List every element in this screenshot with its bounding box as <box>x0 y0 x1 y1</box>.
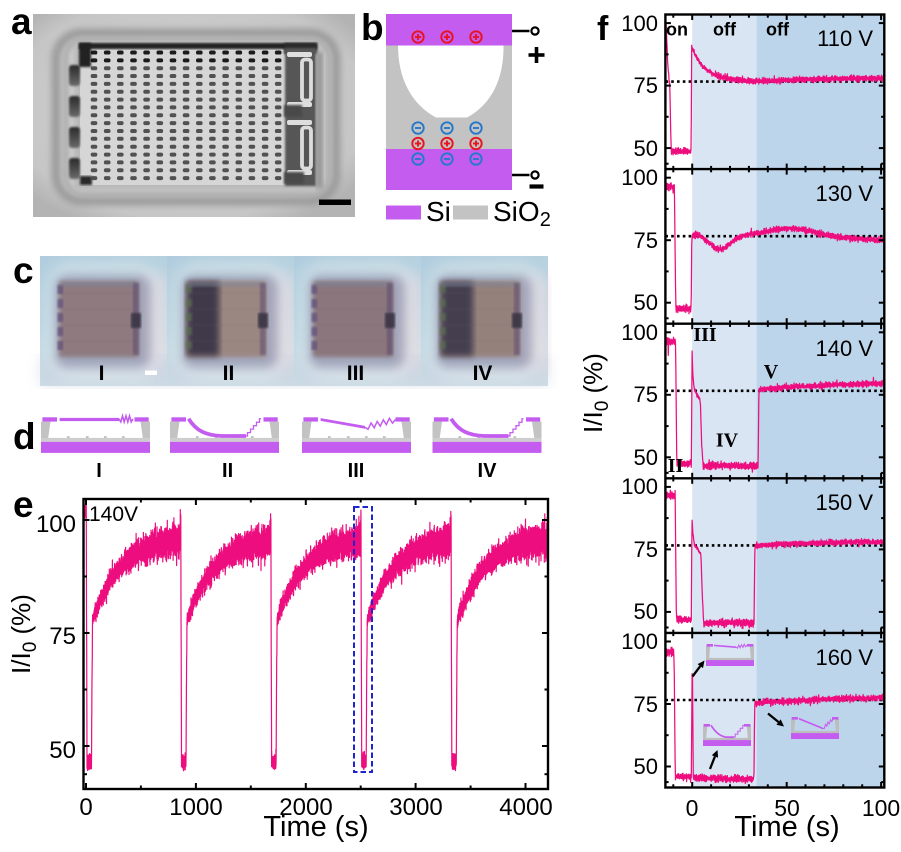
svg-text:on: on <box>666 20 688 40</box>
svg-text:IV: IV <box>478 460 498 482</box>
svg-text:I: I <box>96 460 102 482</box>
svg-text:II: II <box>222 460 233 482</box>
svg-text:110 V: 110 V <box>817 26 873 51</box>
svg-text:50: 50 <box>634 136 658 161</box>
svg-text:I: I <box>99 362 105 385</box>
svg-text:100: 100 <box>36 511 76 538</box>
svg-text:50: 50 <box>774 795 800 821</box>
svg-text:II: II <box>668 455 684 477</box>
svg-text:100: 100 <box>621 320 658 345</box>
svg-text:75: 75 <box>634 73 658 98</box>
svg-text:Si: Si <box>426 196 451 227</box>
svg-text:off: off <box>766 20 790 40</box>
svg-text:off: off <box>713 20 737 40</box>
svg-text:e: e <box>13 484 34 525</box>
svg-text:b: b <box>361 7 384 48</box>
svg-text:SiO2: SiO2 <box>493 196 551 231</box>
svg-text:50: 50 <box>49 737 76 764</box>
svg-text:III: III <box>693 324 717 346</box>
svg-text:II: II <box>223 362 235 385</box>
svg-text:160 V: 160 V <box>816 645 874 670</box>
svg-text:IV: IV <box>473 362 493 385</box>
svg-text:75: 75 <box>634 692 658 717</box>
svg-text:d: d <box>13 416 36 457</box>
svg-text:III: III <box>348 460 365 482</box>
svg-text:75: 75 <box>634 382 658 407</box>
svg-text:100: 100 <box>621 629 658 654</box>
svg-text:50: 50 <box>634 599 658 624</box>
svg-text:75: 75 <box>49 623 76 650</box>
svg-text:130 V: 130 V <box>816 181 874 206</box>
svg-text:50: 50 <box>634 445 658 470</box>
svg-text:100: 100 <box>621 165 658 190</box>
svg-text:a: a <box>11 1 32 42</box>
svg-text:100: 100 <box>621 474 658 499</box>
svg-text:f: f <box>597 10 609 48</box>
svg-text:1000: 1000 <box>169 794 222 821</box>
svg-text:4000: 4000 <box>499 794 552 821</box>
svg-text:I/I0 (%): I/I0 (%) <box>6 594 41 674</box>
svg-text:140 V: 140 V <box>816 336 874 361</box>
svg-text:50: 50 <box>634 754 658 779</box>
svg-text:2000: 2000 <box>279 794 332 821</box>
svg-text:c: c <box>13 250 34 291</box>
svg-text:Time (s): Time (s) <box>734 811 839 843</box>
svg-text:50: 50 <box>634 290 658 315</box>
svg-text:100: 100 <box>862 795 900 821</box>
svg-text:140V: 140V <box>89 503 138 526</box>
svg-text:100: 100 <box>621 11 658 36</box>
svg-text:3000: 3000 <box>389 794 442 821</box>
svg-text:Time (s): Time (s) <box>263 811 368 843</box>
svg-text:IV: IV <box>716 430 739 452</box>
svg-text:0: 0 <box>79 794 92 821</box>
svg-text:150 V: 150 V <box>816 490 874 515</box>
svg-text:V: V <box>764 361 779 383</box>
svg-text:0: 0 <box>686 795 699 821</box>
svg-text:I/I0 (%): I/I0 (%) <box>578 353 613 433</box>
svg-text:75: 75 <box>634 228 658 253</box>
svg-text:III: III <box>347 362 365 385</box>
svg-text:75: 75 <box>634 537 658 562</box>
